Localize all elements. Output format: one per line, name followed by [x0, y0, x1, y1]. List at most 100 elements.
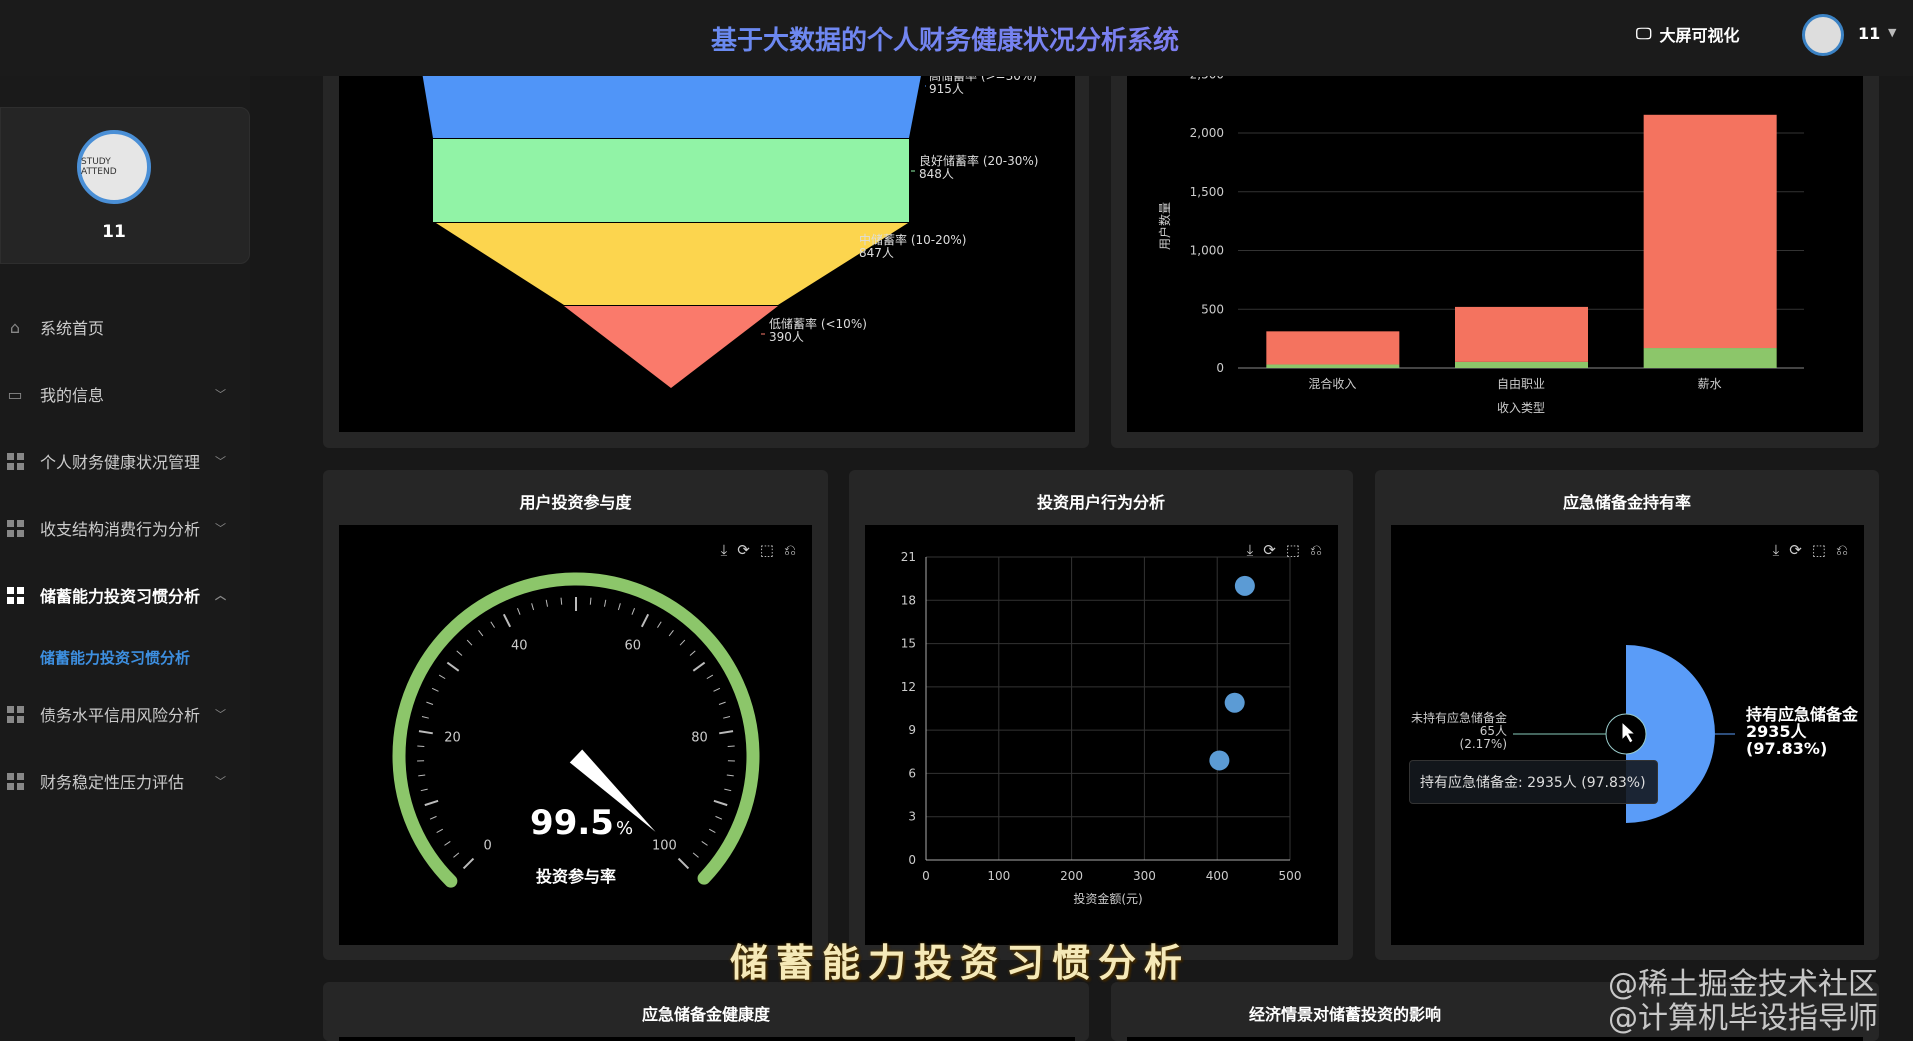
gauge-tick — [706, 674, 714, 680]
funnel-label-value: 915人 — [929, 82, 964, 96]
sidebar-item-4[interactable]: 储蓄能力投资习惯分析 ︿ — [0, 575, 250, 615]
x-tick-label: 400 — [1206, 869, 1229, 883]
download-icon[interactable]: ⤓ — [1772, 541, 1780, 559]
toolbox: ⤓ ⟳ ⬚ ⎌ — [1773, 541, 1848, 559]
restore-icon[interactable]: ⎌ — [1309, 541, 1322, 559]
sidebar-item-label: 系统首页 — [40, 319, 105, 338]
x-tick-label: 100 — [987, 869, 1010, 883]
gauge-panel: 0 20 40 60 80 100 99.5% 投资参与率 ⤓ ⟳ ⬚ ⎌ — [339, 525, 812, 945]
gauge-tick — [679, 639, 686, 646]
app-title: 基于大数据的个人财务健康状况分析系统 — [0, 20, 1890, 57]
pie-label-holding: 2935人 — [1746, 722, 1808, 741]
gauge-tick — [436, 828, 444, 834]
scatter-chart: 0 100 200 300 400 500 0 3 6 9 12 15 18 21 投资金额(元) — [901, 550, 1302, 906]
restore-icon[interactable]: ⎌ — [1835, 541, 1848, 559]
sidebar-subitem-savings[interactable]: 储蓄能力投资习惯分析 — [40, 649, 191, 667]
refresh-icon[interactable]: ⟳ — [1789, 541, 1802, 559]
x-axis-label: 收入类型 — [1497, 401, 1545, 415]
gauge-tick — [726, 774, 734, 777]
bar-segment — [1643, 114, 1777, 349]
funnel-label-name: 良好储蓄率 (20-30%) — [919, 153, 1038, 168]
sidebar-item-5[interactable]: 债务水平信用风险分析 ﹀ — [0, 694, 250, 734]
sidebar-item-2[interactable]: 个人财务健康状况管理 ﹀ — [0, 441, 250, 481]
gauge-tick — [689, 650, 696, 656]
refresh-icon[interactable]: ⟳ — [1263, 541, 1276, 559]
sidebar-item-3[interactable]: 收支结构消费行为分析 ﹀ — [0, 508, 250, 548]
gauge-tick — [453, 852, 460, 858]
video-caption: 储蓄能力投资习惯分析 — [730, 940, 1191, 985]
zoom-icon[interactable]: ⬚ — [759, 541, 774, 559]
gauge-tick — [631, 607, 635, 615]
caret-down-icon[interactable]: ▼ — [1888, 26, 1897, 39]
chevron-icon[interactable]: ︿ — [215, 589, 226, 602]
y-axis-label: 用户数量 — [1157, 202, 1172, 250]
chevron-icon[interactable]: ﹀ — [215, 775, 226, 788]
emergency-health-card: 应急储备金健康度 — [323, 982, 1089, 1041]
gauge-tick — [677, 857, 690, 870]
gauge-tick — [718, 701, 726, 705]
gauge-tick — [424, 799, 439, 807]
gauge-tick — [724, 788, 732, 792]
profile-card: STUDY ATTEND 11 — [0, 107, 250, 264]
grid-icon — [6, 519, 24, 537]
sidebar-item-label: 个人财务健康状况管理 — [40, 453, 201, 472]
bigscreen-label: 大屏可视化 — [1659, 26, 1740, 45]
grid-icon — [6, 586, 24, 604]
bar-segment — [1266, 364, 1400, 368]
gauge-tick — [444, 841, 451, 846]
grid-icon — [6, 772, 24, 790]
y-tick-label: 6 — [908, 766, 916, 780]
sidebar-item-label: 债务水平信用风险分析 — [40, 706, 201, 725]
gauge-tick — [640, 613, 650, 628]
y-tick-label: 2,500 — [1190, 76, 1224, 81]
sidebar-item-0[interactable]: ⌂ 系统首页 — [0, 307, 250, 347]
gauge-tick — [438, 674, 446, 680]
download-icon[interactable]: ⤓ — [1246, 541, 1254, 559]
gauge-tick — [715, 815, 723, 820]
funnel-segment — [433, 139, 909, 222]
chevron-icon[interactable]: ﹀ — [215, 522, 226, 535]
toolbox: ⤓ ⟳ ⬚ ⎌ — [721, 541, 796, 559]
y-tick-label: 18 — [901, 593, 916, 607]
sidebar-item-1[interactable]: ▭ 我的信息 ﹀ — [0, 374, 250, 414]
x-tick-label: 500 — [1279, 869, 1302, 883]
zoom-icon[interactable]: ⬚ — [1811, 541, 1826, 559]
restore-icon[interactable]: ⎌ — [783, 541, 796, 559]
pie-title: 应急储备金持有率 — [1562, 493, 1691, 512]
sidebar-item-6[interactable]: 财务稳定性压力评估 ﹀ — [0, 761, 250, 801]
pie-card: 应急储备金持有率 持有应急储备金 2935人 (97.83%) 未持有应急储备金 65人… — [1375, 470, 1879, 960]
gauge-tick — [589, 597, 592, 605]
gauge-tick — [421, 715, 429, 719]
header-username[interactable]: 11 — [1858, 24, 1881, 43]
bigscreen-link[interactable]: 🖵 大屏可视化 — [1636, 22, 1739, 46]
scatter-panel: 0 100 200 300 400 500 0 3 6 9 12 15 18 21 投资金额(元) ⤓ ⟳ ⬚ ⎌ — [865, 525, 1338, 945]
scatter-title: 投资用户行为分析 — [1036, 493, 1165, 512]
download-icon[interactable]: ⤓ — [720, 541, 728, 559]
gauge-tick — [723, 715, 731, 719]
x-tick-label: 0 — [922, 869, 930, 883]
zoom-icon[interactable]: ⬚ — [1285, 541, 1300, 559]
x-tick-label: 混合收入 — [1308, 376, 1356, 391]
card-icon: ▭ — [7, 384, 23, 404]
funnel-segment — [564, 306, 778, 388]
scatter-point — [1224, 692, 1245, 713]
gauge-pointer — [569, 749, 656, 832]
pie-label-not-holding: (2.17%) — [1460, 737, 1507, 751]
y-tick-label: 0 — [908, 853, 916, 867]
gauge-tick — [462, 857, 475, 870]
y-tick-label: 9 — [908, 723, 916, 737]
refresh-icon[interactable]: ⟳ — [737, 541, 750, 559]
chevron-icon[interactable]: ﹀ — [215, 708, 226, 721]
scatter-point — [1209, 750, 1230, 771]
chevron-icon[interactable]: ﹀ — [215, 388, 226, 401]
gauge-tick-label: 40 — [511, 639, 528, 654]
gauge-tick-label: 20 — [444, 730, 461, 745]
grid-icon — [6, 452, 24, 470]
chevron-icon[interactable]: ﹀ — [215, 455, 226, 468]
gauge-tick — [719, 730, 734, 735]
economic-scenario-card: 经济情景对储蓄投资的影响 — [1111, 982, 1879, 1041]
x-axis-label: 投资金额(元) — [1073, 891, 1142, 906]
header-avatar[interactable] — [1802, 14, 1844, 56]
gauge-tick — [456, 650, 463, 656]
header: 基于大数据的个人财务健康状况分析系统 🖵 大屏可视化 11 ▼ — [0, 0, 1913, 76]
